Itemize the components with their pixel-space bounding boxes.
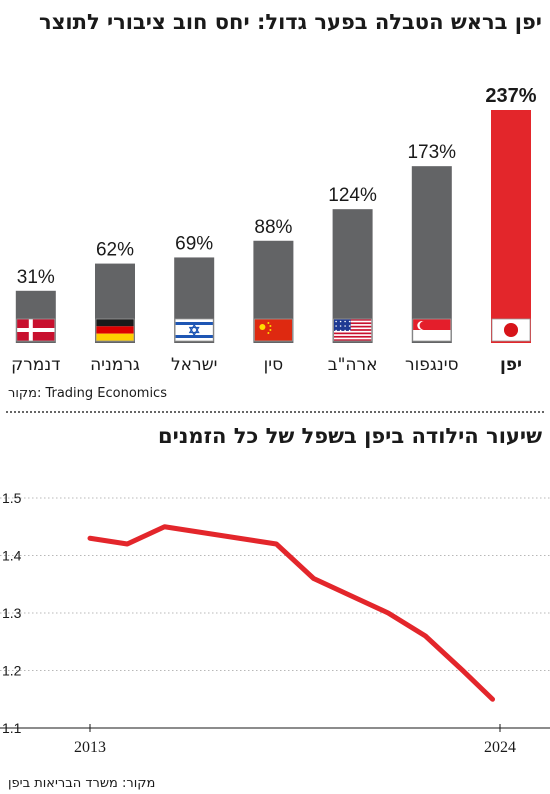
bar-category-label: יפן <box>500 355 522 375</box>
bar-value-label: 69% <box>175 233 213 254</box>
birth-rate-line <box>87 524 496 702</box>
singapore-flag-icon <box>412 318 452 342</box>
bar-value-label: 124% <box>328 185 377 206</box>
israel-flag-icon <box>174 318 214 342</box>
bar-chart-source: מקור: Trading Economics <box>8 386 167 401</box>
denmark-flag-icon <box>16 318 56 342</box>
bar-group: 88% סין <box>253 217 294 375</box>
y-tick-label: 1.1 <box>2 720 22 736</box>
bar-chart-title: יפן בראש הטבלה בפער גדול: יחס חוב ציבורי… <box>39 10 542 34</box>
bar-value-label: 88% <box>254 217 292 238</box>
bar-value-label: 237% <box>485 85 536 107</box>
bar-category-label: סינגפור <box>405 355 459 375</box>
bar-category-label: ישראל <box>171 355 217 375</box>
x-tick-label: 2024 <box>484 739 516 756</box>
usa-flag-icon <box>333 318 373 342</box>
bar-value-label: 31% <box>17 267 55 288</box>
bar-group: 69% ישראל <box>171 233 217 375</box>
bar <box>411 166 452 343</box>
y-tick-label: 1.5 <box>2 490 22 506</box>
china-flag-icon <box>253 318 293 342</box>
bar-value-label: 173% <box>407 142 456 163</box>
line-chart-source: מקור: משרד הבריאות ביפן <box>8 776 156 791</box>
bar-group: 62% גרמניה <box>90 240 140 375</box>
bar <box>491 110 531 343</box>
bar-category-label: דנמרק <box>11 355 60 375</box>
bar-group: 124% ארה"ב <box>328 185 378 375</box>
y-tick-label: 1.4 <box>2 548 22 564</box>
bar-category-label: סין <box>264 355 283 375</box>
bar-category-label: ארה"ב <box>328 355 378 375</box>
bar-group: 237% יפן <box>485 85 536 375</box>
japan-flag-icon <box>491 318 531 342</box>
bar-category-label: גרמניה <box>90 355 140 375</box>
debt-bar-chart: 237% יפן 173% סינגפור 124% ארה"ב 88% סין 69% ישרא… <box>11 85 537 375</box>
x-tick-label: 2013 <box>74 739 106 756</box>
y-tick-label: 1.2 <box>2 663 22 679</box>
line-chart-title: שיעור הילודה ביפן בשפל של כל הזמנים <box>158 424 542 448</box>
bar-group: 31% דנמרק <box>11 267 60 375</box>
bar-group: 173% סינגפור <box>405 142 459 375</box>
germany-flag-icon <box>95 318 135 342</box>
y-tick-label: 1.3 <box>2 605 22 621</box>
section-divider <box>6 411 544 413</box>
bar-value-label: 62% <box>96 240 134 261</box>
